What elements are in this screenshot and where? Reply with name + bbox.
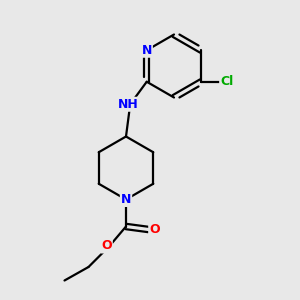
Text: N: N xyxy=(121,193,131,206)
Text: O: O xyxy=(101,239,112,253)
Text: O: O xyxy=(149,223,160,236)
Text: Cl: Cl xyxy=(220,75,233,88)
Text: N: N xyxy=(142,44,152,57)
Text: NH: NH xyxy=(118,98,139,111)
